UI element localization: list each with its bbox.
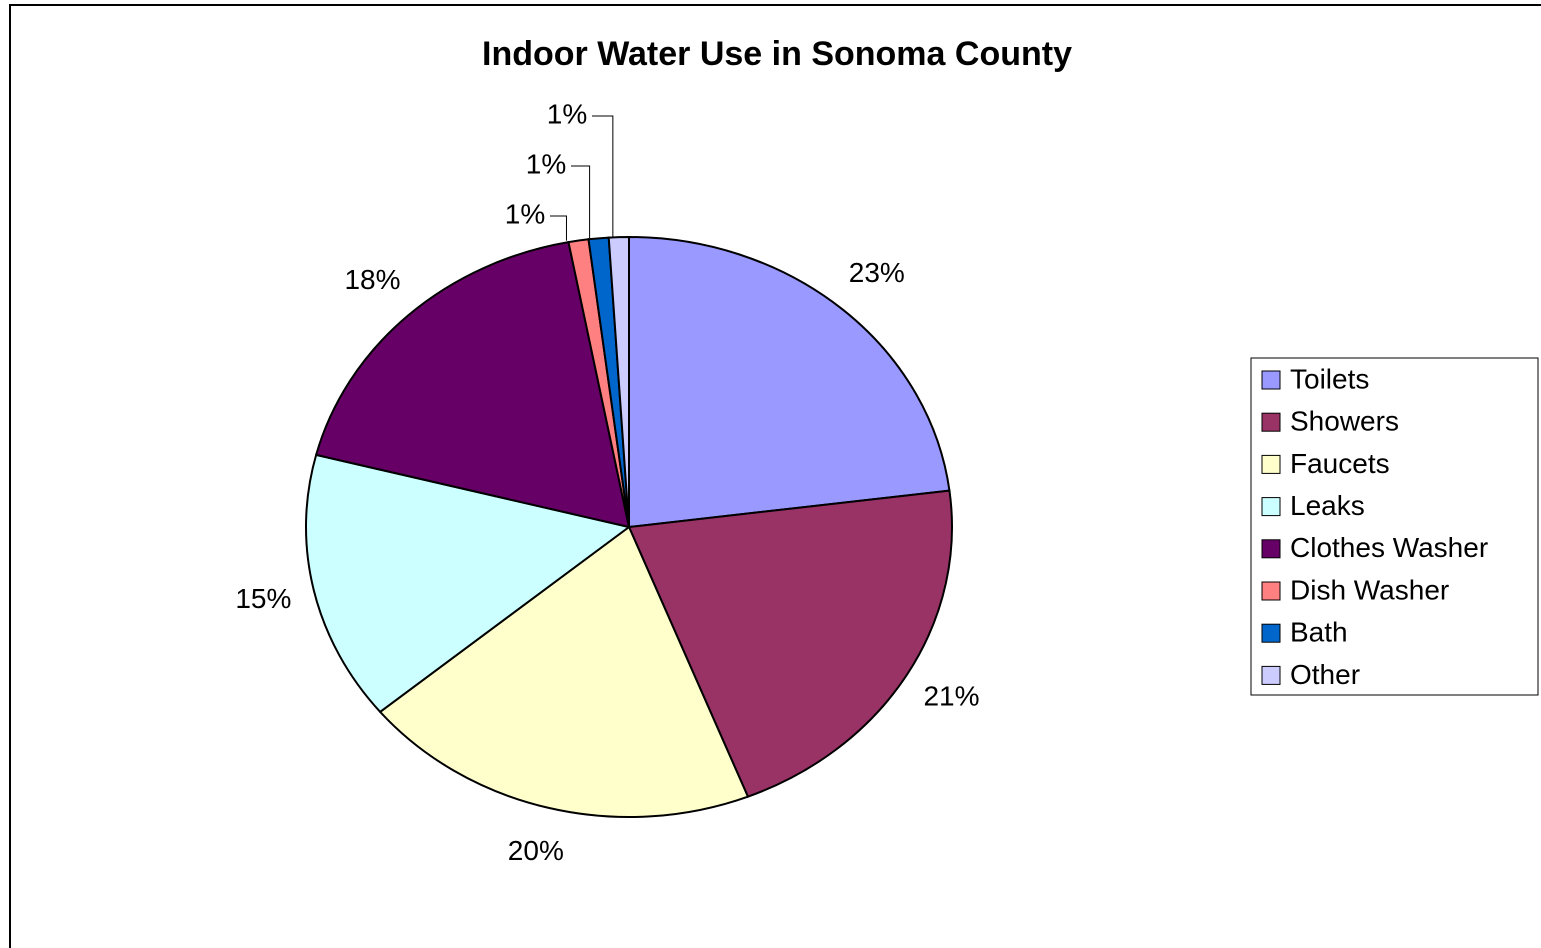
- legend-label: Bath: [1290, 617, 1348, 648]
- leader-line: [571, 165, 591, 239]
- data-label: 1%: [505, 198, 545, 229]
- data-label: 1%: [526, 148, 566, 179]
- legend-label: Other: [1290, 659, 1360, 690]
- leader-line: [592, 115, 614, 238]
- chart-title: Indoor Water Use in Sonoma County: [482, 35, 1072, 73]
- legend-swatch: [1261, 454, 1281, 474]
- legend-swatch: [1261, 539, 1281, 559]
- pie-slice: [314, 240, 631, 529]
- legend-swatch: [1261, 412, 1281, 432]
- pie-slice: [378, 525, 750, 818]
- data-label: 21%: [923, 681, 979, 712]
- data-label: 1%: [547, 98, 587, 129]
- legend-label: Leaks: [1290, 490, 1365, 521]
- legend-swatch: [1261, 665, 1281, 685]
- pie-slice: [627, 489, 953, 798]
- pie-slice: [305, 453, 632, 714]
- legend-label: Dish Washer: [1290, 574, 1449, 605]
- leader-line: [550, 215, 567, 241]
- data-label: 23%: [849, 257, 905, 288]
- legend-label: Toilets: [1290, 363, 1369, 394]
- pie-slice: [607, 235, 630, 528]
- data-label: 18%: [344, 264, 400, 295]
- legend-box: [1250, 357, 1539, 696]
- data-label: 15%: [235, 583, 291, 614]
- legend-swatch: [1261, 581, 1281, 601]
- pie-slice: [628, 235, 951, 529]
- legend-swatch: [1261, 370, 1281, 390]
- legend-swatch: [1261, 623, 1281, 643]
- legend-label: Showers: [1290, 406, 1399, 437]
- data-label: 20%: [508, 835, 564, 866]
- legend-label: Faucets: [1290, 448, 1390, 479]
- legend-swatch: [1261, 497, 1281, 517]
- legend-label: Clothes Washer: [1290, 532, 1488, 563]
